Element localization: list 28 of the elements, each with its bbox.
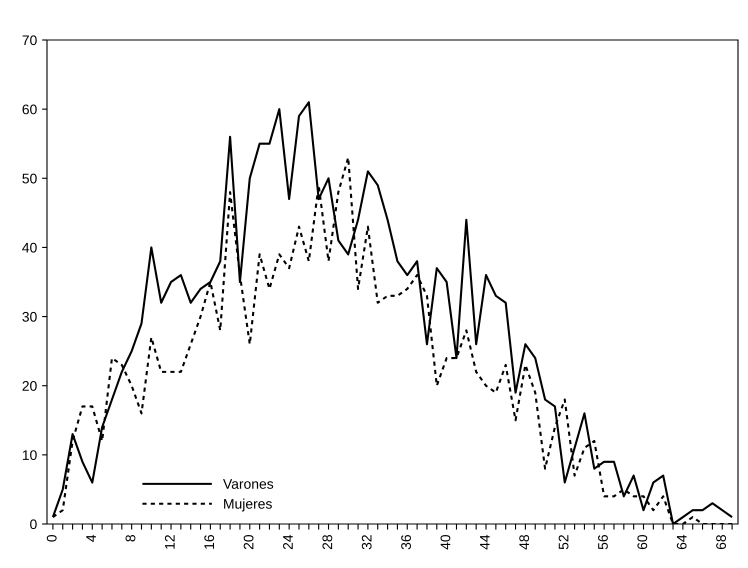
y-tick-label: 50: [22, 174, 37, 184]
y-tick-label: 0: [30, 519, 37, 530]
x-tick-label: 48: [519, 535, 530, 550]
y-tick-label: 70: [22, 35, 37, 46]
x-tick-label: 24: [283, 534, 293, 550]
x-tick-label: 12: [164, 535, 175, 549]
x-tick-label: 60: [637, 534, 648, 550]
x-tick-label: 64: [676, 534, 687, 550]
y-tick-label: 10: [22, 450, 37, 460]
x-tick-label: 8: [126, 535, 136, 542]
x-tick-label: 68: [716, 535, 726, 550]
x-tick-label: 20: [244, 534, 254, 550]
x-tick-label: 44: [480, 534, 490, 550]
x-tick-label: 28: [322, 535, 332, 550]
x-tick-label: 4: [86, 534, 96, 542]
y-tick-label: 20: [22, 381, 37, 391]
y-tick-label: 30: [22, 312, 37, 322]
x-tick-label: 56: [598, 535, 608, 550]
x-tick-label: 32: [362, 535, 372, 550]
y-tick-label: 40: [22, 242, 37, 253]
x-tick-label: 52: [558, 535, 568, 550]
y-tick-label: 60: [22, 104, 37, 114]
x-tick-label: 0: [46, 534, 57, 542]
x-tick-label: 16: [204, 535, 214, 549]
x-tick-label: 40: [440, 534, 450, 550]
x-tick-label: 36: [401, 535, 411, 550]
legend-label: Varones: [223, 479, 274, 489]
legend-label: Mujeres: [224, 498, 272, 512]
